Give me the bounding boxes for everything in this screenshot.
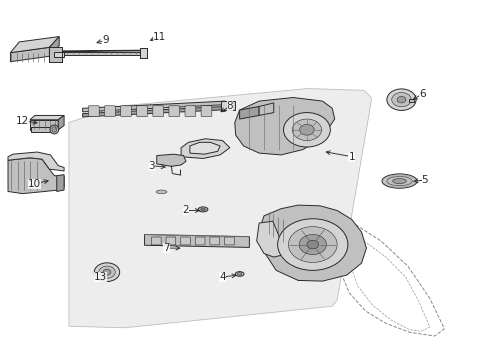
FancyBboxPatch shape xyxy=(137,106,147,117)
Polygon shape xyxy=(259,205,366,281)
Ellipse shape xyxy=(237,273,242,275)
Polygon shape xyxy=(31,127,54,132)
Text: 4: 4 xyxy=(219,272,225,282)
FancyBboxPatch shape xyxy=(201,106,211,117)
Text: 2: 2 xyxy=(183,206,189,216)
FancyBboxPatch shape xyxy=(165,237,175,245)
Polygon shape xyxy=(181,139,229,158)
Ellipse shape xyxy=(50,125,59,134)
Circle shape xyxy=(386,89,415,111)
FancyBboxPatch shape xyxy=(151,237,161,245)
Circle shape xyxy=(299,125,314,135)
FancyBboxPatch shape xyxy=(121,106,131,117)
Polygon shape xyxy=(256,221,281,257)
Circle shape xyxy=(283,113,330,147)
Ellipse shape xyxy=(200,208,205,211)
Polygon shape xyxy=(140,48,147,58)
Ellipse shape xyxy=(156,190,166,194)
FancyBboxPatch shape xyxy=(195,237,204,245)
Polygon shape xyxy=(189,142,220,154)
Polygon shape xyxy=(259,103,273,116)
FancyBboxPatch shape xyxy=(88,106,99,117)
Polygon shape xyxy=(61,51,144,55)
Polygon shape xyxy=(10,37,59,53)
Text: 10: 10 xyxy=(28,179,41,189)
Text: 9: 9 xyxy=(102,35,109,45)
Text: 8: 8 xyxy=(226,102,233,112)
Polygon shape xyxy=(49,37,59,56)
Ellipse shape xyxy=(235,272,244,276)
Ellipse shape xyxy=(381,174,416,188)
Text: 1: 1 xyxy=(348,152,354,162)
Polygon shape xyxy=(82,101,224,112)
Circle shape xyxy=(306,240,318,249)
FancyBboxPatch shape xyxy=(184,106,195,117)
Text: 11: 11 xyxy=(152,32,165,41)
Polygon shape xyxy=(157,154,185,166)
Polygon shape xyxy=(30,116,64,120)
Ellipse shape xyxy=(52,127,57,132)
Polygon shape xyxy=(61,50,144,51)
Text: 6: 6 xyxy=(418,89,425,99)
FancyBboxPatch shape xyxy=(209,237,219,245)
Polygon shape xyxy=(239,107,259,119)
Polygon shape xyxy=(57,175,64,192)
FancyBboxPatch shape xyxy=(153,106,163,117)
Circle shape xyxy=(292,119,321,140)
Circle shape xyxy=(99,266,115,278)
Circle shape xyxy=(277,219,347,270)
Text: 13: 13 xyxy=(94,272,107,282)
Polygon shape xyxy=(8,152,64,171)
Circle shape xyxy=(299,234,326,255)
Text: 12: 12 xyxy=(16,116,29,126)
Text: 3: 3 xyxy=(148,161,155,171)
FancyBboxPatch shape xyxy=(104,106,115,117)
Circle shape xyxy=(103,269,111,275)
Polygon shape xyxy=(82,107,224,117)
Circle shape xyxy=(288,226,336,262)
Text: 5: 5 xyxy=(421,175,427,185)
FancyBboxPatch shape xyxy=(224,237,234,245)
Polygon shape xyxy=(30,120,58,130)
Circle shape xyxy=(396,96,405,103)
Ellipse shape xyxy=(386,176,411,186)
Polygon shape xyxy=(8,158,64,194)
Polygon shape xyxy=(54,51,64,57)
Text: 7: 7 xyxy=(163,243,169,253)
Circle shape xyxy=(391,93,410,107)
Polygon shape xyxy=(234,98,334,155)
Polygon shape xyxy=(58,116,64,130)
Polygon shape xyxy=(49,47,61,62)
Polygon shape xyxy=(144,234,249,247)
Polygon shape xyxy=(408,99,413,102)
Ellipse shape xyxy=(392,179,406,184)
Circle shape xyxy=(94,263,120,282)
FancyBboxPatch shape xyxy=(168,106,179,117)
Polygon shape xyxy=(10,47,49,62)
Ellipse shape xyxy=(198,207,207,212)
FancyBboxPatch shape xyxy=(180,237,190,245)
Polygon shape xyxy=(221,101,234,110)
Polygon shape xyxy=(69,89,370,328)
